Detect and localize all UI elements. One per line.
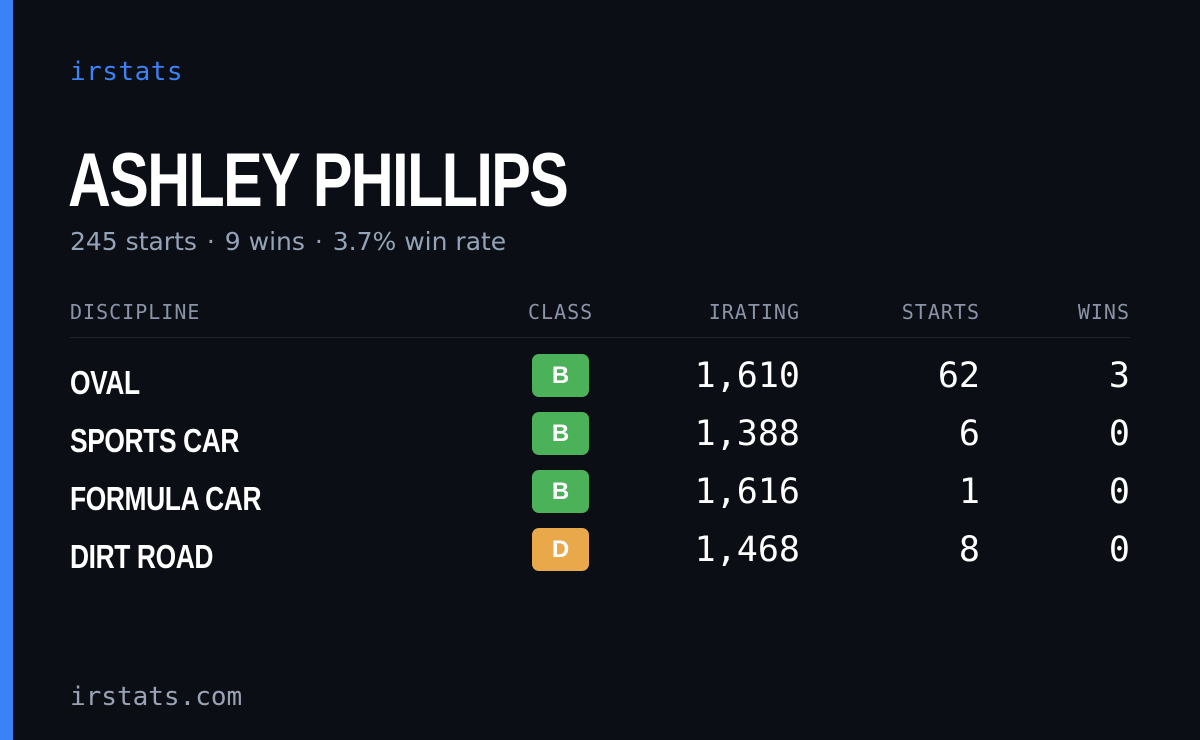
starts-value: 8 [958, 530, 980, 570]
starts-value: 62 [937, 356, 980, 396]
summary-separator: · [206, 227, 215, 256]
footer-url: irstats.com [70, 682, 243, 712]
class-badge: B [532, 354, 589, 397]
discipline-name: SPORTS CAR [70, 422, 240, 459]
brand-logo: irstats [70, 57, 184, 87]
class-badge: D [532, 528, 589, 571]
summary-separator: · [314, 227, 323, 256]
class-badge: B [532, 412, 589, 455]
discipline-table: OVAL B 1,610 62 3 SPORTS CAR B 1,388 6 0… [70, 350, 1130, 582]
wins-value: 0 [1108, 414, 1130, 454]
starts-value: 1 [958, 472, 980, 512]
starts-summary: 245 starts [70, 227, 197, 256]
wins-value: 0 [1108, 530, 1130, 570]
driver-summary: 245 starts · 9 wins · 3.7% win rate [70, 227, 506, 256]
header-wins: WINS [1077, 300, 1130, 324]
header-divider [70, 337, 1130, 338]
irating-value: 1,616 [694, 472, 800, 512]
wins-value: 3 [1108, 356, 1130, 396]
table-row: DIRT ROAD D 1,468 8 0 [70, 524, 1130, 582]
starts-value: 6 [958, 414, 980, 454]
header-discipline: DISCIPLINE [70, 300, 201, 324]
irating-value: 1,610 [694, 356, 800, 396]
discipline-name: OVAL [70, 364, 140, 401]
irating-value: 1,468 [694, 530, 800, 570]
table-row: SPORTS CAR B 1,388 6 0 [70, 408, 1130, 466]
discipline-name: FORMULA CAR [70, 480, 262, 517]
table-row: OVAL B 1,610 62 3 [70, 350, 1130, 408]
irating-value: 1,388 [694, 414, 800, 454]
class-badge: B [532, 470, 589, 513]
header-starts: STARTS [901, 300, 980, 324]
wins-summary: 9 wins [224, 227, 305, 256]
win-rate-summary: 3.7% win rate [332, 227, 507, 256]
table-header: DISCIPLINE CLASS IRATING STARTS WINS [70, 300, 1130, 326]
discipline-name: DIRT ROAD [70, 538, 214, 575]
header-class: CLASS [528, 300, 594, 324]
accent-bar [0, 0, 13, 740]
driver-name: ASHLEY PHILLIPS [68, 138, 569, 223]
table-row: FORMULA CAR B 1,616 1 0 [70, 466, 1130, 524]
wins-value: 0 [1108, 472, 1130, 512]
header-irating: IRATING [708, 300, 800, 324]
